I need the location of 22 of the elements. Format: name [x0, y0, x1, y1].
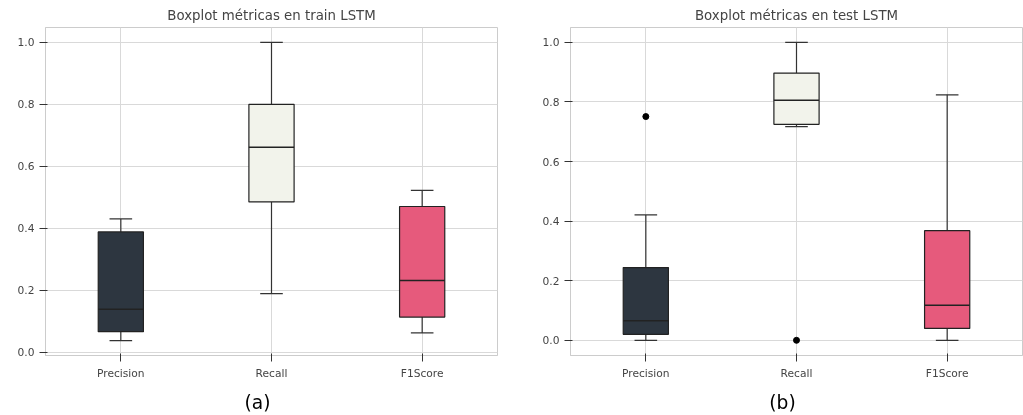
x-tick-label: Precision: [622, 366, 670, 380]
y-tick-label: 0.2: [542, 274, 560, 288]
x-tick-label: Recall: [255, 366, 288, 380]
chart-title: Boxplot métricas en test LSTM: [694, 7, 899, 23]
x-tick-label: Precision: [97, 366, 145, 380]
y-tick-label: 1.0: [17, 36, 35, 50]
y-tick-label: 0.8: [542, 95, 560, 109]
chart-title: Boxplot métricas en train LSTM: [167, 7, 376, 23]
text: (a): [244, 391, 271, 415]
x-tick-label: F1Score: [925, 366, 969, 380]
y-tick-label: 0.0: [542, 334, 560, 348]
y-tick-label: 0.6: [17, 160, 35, 174]
y-tick-label: 0.4: [542, 215, 560, 229]
x-tick-label: F1Score: [400, 366, 444, 380]
y-tick-label: 0.4: [17, 222, 35, 236]
y-tick-label: 0.8: [17, 98, 35, 112]
y-tick-label: 0.6: [542, 155, 560, 169]
x-tick-label: Recall: [780, 366, 813, 380]
text: (b): [769, 391, 796, 415]
y-tick-label: 0.0: [17, 346, 35, 360]
y-tick-label: 0.2: [17, 284, 35, 298]
y-tick-label: 1.0: [542, 36, 560, 50]
